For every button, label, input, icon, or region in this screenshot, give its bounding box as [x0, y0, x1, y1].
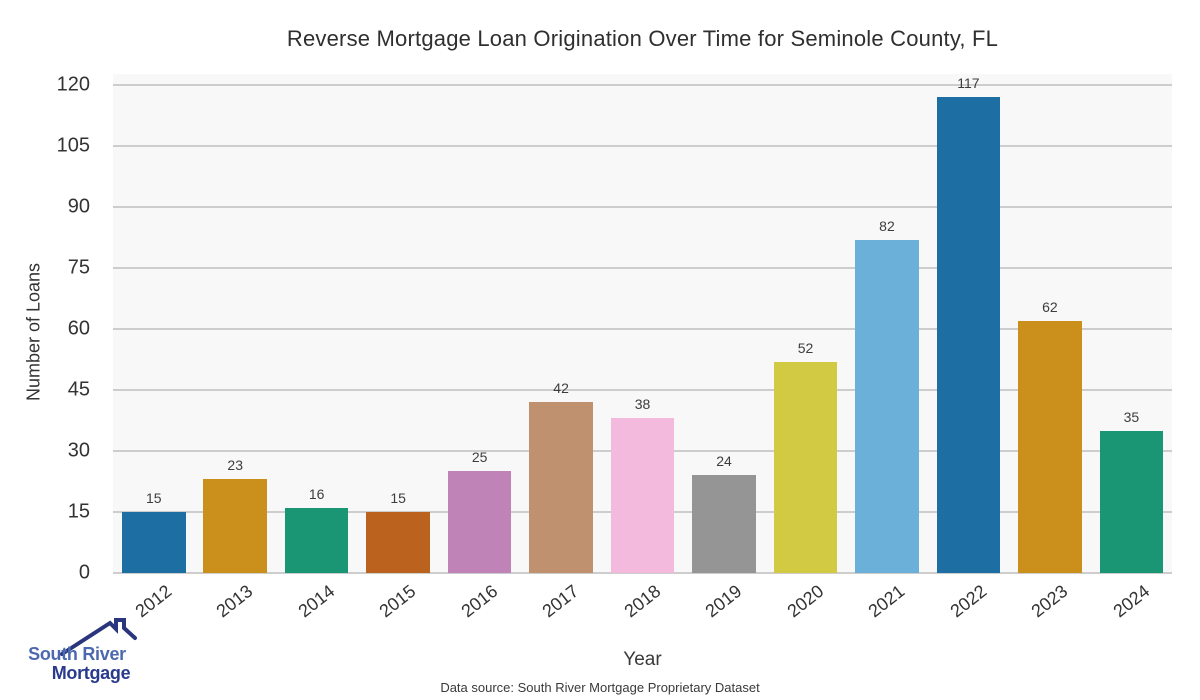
bar-cell-2022: 117: [928, 74, 1009, 573]
x-tick-cell-2023: 2023: [1009, 575, 1090, 637]
x-tick-cell-2014: 2014: [276, 575, 357, 637]
x-tick-cell-2017: 2017: [520, 575, 601, 637]
bar-cell-2016: 25: [439, 74, 520, 573]
gridline-0: [113, 572, 1172, 574]
x-tick-label-2016: 2016: [457, 580, 502, 622]
bar-2017: [529, 402, 593, 573]
x-tick-cell-2021: 2021: [846, 575, 927, 637]
y-tick-label-0: 0: [78, 561, 90, 584]
x-tick-cell-2020: 2020: [765, 575, 846, 637]
y-axis-ticks: 0 15 30 45 60 75 90 105 120: [0, 73, 103, 583]
gridline-120: [113, 83, 1172, 86]
logo-roof-icon: [60, 618, 137, 656]
x-tick-cell-2015: 2015: [357, 575, 438, 637]
bar-value-label-2013: 23: [227, 457, 243, 474]
x-tick-label-2015: 2015: [375, 580, 420, 622]
y-tick-label-30: 30: [67, 439, 90, 462]
x-tick-cell-2019: 2019: [683, 575, 764, 637]
bar-2024: [1099, 430, 1164, 573]
bar-value-label-2021: 82: [879, 217, 895, 234]
x-tick-label-2019: 2019: [701, 580, 746, 622]
bar-2015: [366, 512, 430, 573]
bar-cell-2024: 35: [1091, 74, 1172, 573]
x-axis-tick-row: 2012 2013 2014 2015 2016 2017 2018 2019 2020 2021…: [113, 575, 1172, 637]
bar-2018: [610, 418, 675, 573]
bar-2012: [121, 512, 186, 573]
x-tick-cell-2022: 2022: [928, 575, 1009, 637]
x-tick-cell-2016: 2016: [439, 575, 520, 637]
x-axis-ticks: 2012 2013 2014 2015 2016 2017 2018 2019 2020 2021…: [113, 575, 1172, 637]
bars-container: 15 23 16 15 25 42 38 24 52 82 117 62 35: [113, 74, 1172, 573]
x-tick-cell-2018: 2018: [602, 575, 683, 637]
y-tick-label-120: 120: [56, 73, 90, 96]
bar-value-label-2014: 16: [308, 485, 325, 502]
bar-cell-2021: 82: [846, 74, 927, 573]
bar-value-label-2023: 62: [1042, 298, 1058, 315]
x-tick-label-2013: 2013: [212, 580, 257, 622]
gridline-90: [113, 206, 1172, 208]
y-tick-label-90: 90: [67, 195, 90, 218]
bar-2023: [1018, 320, 1082, 573]
x-tick-label-2022: 2022: [946, 580, 991, 622]
gridline-45: [113, 389, 1172, 391]
gridline-105: [113, 144, 1172, 147]
x-tick-label-2014: 2014: [294, 580, 339, 622]
y-tick-label-45: 45: [67, 378, 90, 401]
x-tick-label-2023: 2023: [1027, 580, 1072, 622]
bar-cell-2023: 62: [1009, 74, 1090, 573]
bar-cell-2018: 38: [602, 74, 683, 573]
gridline-75: [113, 267, 1172, 269]
chart-title: Reverse Mortgage Loan Origination Over T…: [286, 26, 999, 51]
bar-value-label-2018: 38: [634, 396, 651, 413]
bar-2021: [855, 239, 919, 573]
logo-text-line2: Mortgage: [51, 663, 131, 683]
bar-2013: [203, 479, 267, 573]
gridline-60: [113, 328, 1172, 330]
bar-2022: [936, 97, 1001, 573]
logo: South River Mortgage: [16, 610, 140, 688]
y-tick-label-60: 60: [67, 317, 90, 340]
plot-area: 15 23 16 15 25 42 38 24 52 82 117 62 35: [113, 74, 1172, 574]
bar-cell-2020: 52: [765, 74, 846, 573]
y-tick-label-75: 75: [67, 256, 90, 279]
x-tick-cell-2024: 2024: [1091, 575, 1172, 637]
data-source-note: Data source: South River Mortgage Propri…: [440, 680, 760, 695]
x-tick-label-2018: 2018: [620, 580, 665, 622]
bar-cell-2013: 23: [194, 74, 275, 573]
bar-value-label-2024: 35: [1123, 408, 1140, 425]
bar-cell-2012: 15: [113, 74, 194, 573]
bar-cell-2015: 15: [357, 74, 438, 573]
bar-value-label-2017: 42: [553, 380, 569, 397]
x-tick-cell-2013: 2013: [194, 575, 275, 637]
x-tick-label-2020: 2020: [783, 580, 828, 622]
bar-2014: [284, 507, 349, 573]
bar-value-label-2015: 15: [390, 490, 406, 506]
bar-2016: [447, 471, 512, 573]
bar-cell-2017: 42: [520, 74, 601, 573]
bar-2019: [692, 475, 756, 573]
bar-value-label-2016: 25: [471, 449, 488, 466]
y-tick-label-15: 15: [67, 500, 90, 523]
logo-text-line1: South River: [28, 644, 126, 664]
bar-value-label-2012: 15: [145, 490, 162, 506]
x-tick-label-2024: 2024: [1109, 580, 1153, 622]
bar-cell-2014: 16: [276, 74, 357, 573]
bar-cell-2019: 24: [683, 74, 764, 573]
bar-value-label-2020: 52: [797, 339, 814, 356]
bar-value-label-2019: 24: [716, 453, 732, 470]
x-tick-label-2021: 2021: [864, 580, 909, 622]
y-tick-label-105: 105: [56, 134, 90, 157]
bar-value-label-2022: 117: [957, 75, 980, 92]
x-tick-label-2017: 2017: [538, 580, 583, 622]
bar-2020: [773, 361, 838, 573]
x-axis-title: Year: [623, 649, 662, 670]
